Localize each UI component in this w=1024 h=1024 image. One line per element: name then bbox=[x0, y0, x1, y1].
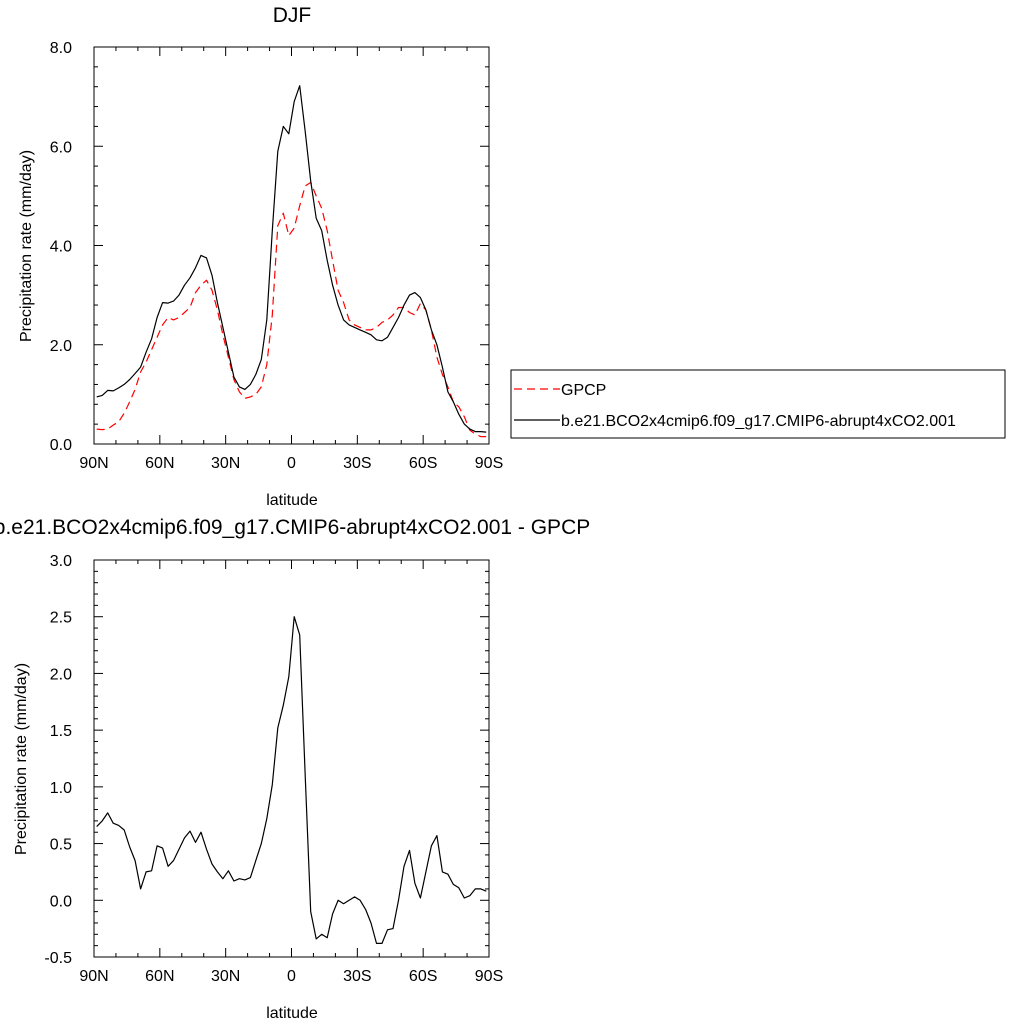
bottom-plot-frame bbox=[93, 559, 490, 958]
top-ytick-label: 0.0 bbox=[50, 437, 72, 454]
bottom-series-line-difference bbox=[96, 616, 487, 945]
legend-box bbox=[510, 369, 1006, 439]
top-chart-panel: DJF Precipitation rate (mm/day) latitude… bbox=[18, 4, 503, 509]
bottom-chart-title: b.e21.BCO2x4cmip6.f09_g17.CMIP6-abrupt4x… bbox=[0, 516, 590, 539]
top-xtick-label: 60N bbox=[145, 455, 174, 472]
top-ytick-label: 2.0 bbox=[50, 338, 72, 355]
bottom-ytick-label: 0.5 bbox=[50, 837, 72, 854]
top-chart-xlabel: latitude bbox=[266, 492, 318, 509]
bottom-ytick-label: 3.0 bbox=[50, 553, 72, 570]
top-series-line-gpcp bbox=[96, 181, 487, 438]
top-ytick-label: 8.0 bbox=[50, 40, 72, 57]
bottom-chart-xlabel: latitude bbox=[266, 1005, 318, 1022]
bottom-ytick-label: 1.0 bbox=[50, 780, 72, 797]
top-plot-frame bbox=[93, 46, 490, 445]
bottom-xtick-label: 30N bbox=[211, 968, 240, 985]
top-ytick-label: 6.0 bbox=[50, 139, 72, 156]
bottom-ytick-label: 1.5 bbox=[50, 723, 72, 740]
top-chart-title: DJF bbox=[273, 4, 312, 27]
top-xtick-label: 30S bbox=[343, 455, 371, 472]
bottom-ytick-label: 2.0 bbox=[50, 666, 72, 683]
top-chart-ylabel: Precipitation rate (mm/day) bbox=[18, 150, 35, 342]
top-xtick-label: 90N bbox=[79, 455, 108, 472]
legend: GPCP b.e21.BCO2x4cmip6.f09_g17.CMIP6-abr… bbox=[510, 369, 1006, 439]
bottom-ytick-label: 0.0 bbox=[50, 893, 72, 910]
bottom-xtick-label: 30S bbox=[343, 968, 371, 985]
bottom-xtick-label: 60N bbox=[145, 968, 174, 985]
bottom-xtick-label: 60S bbox=[409, 968, 437, 985]
bottom-xtick-label: 90N bbox=[79, 968, 108, 985]
bottom-xtick-label: 90S bbox=[475, 968, 503, 985]
legend-model-label: b.e21.BCO2x4cmip6.f09_g17.CMIP6-abrupt4x… bbox=[561, 413, 956, 430]
top-ytick-label: 4.0 bbox=[50, 239, 72, 256]
top-xtick-label: 0 bbox=[287, 455, 296, 472]
top-xtick-label: 60S bbox=[409, 455, 437, 472]
legend-gpcp-label: GPCP bbox=[561, 382, 606, 399]
bottom-ytick-label: -0.5 bbox=[44, 950, 72, 967]
bottom-chart-panel: b.e21.BCO2x4cmip6.f09_g17.CMIP6-abrupt4x… bbox=[0, 516, 590, 1022]
top-xtick-label: 90S bbox=[475, 455, 503, 472]
bottom-ytick-label: 2.5 bbox=[50, 610, 72, 627]
top-series-line-model bbox=[96, 85, 487, 433]
top-xtick-label: 30N bbox=[211, 455, 240, 472]
bottom-xtick-label: 0 bbox=[287, 968, 296, 985]
bottom-chart-ylabel: Precipitation rate (mm/day) bbox=[13, 663, 30, 855]
